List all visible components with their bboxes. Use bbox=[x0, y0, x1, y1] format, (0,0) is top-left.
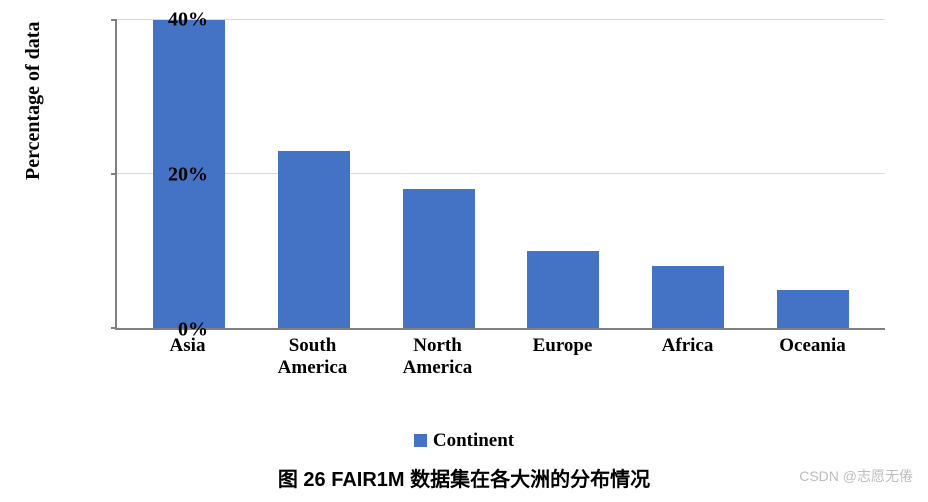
x-tick-label: Asia bbox=[138, 335, 238, 379]
x-tick-label: Africa bbox=[638, 335, 738, 379]
bar-slot bbox=[638, 20, 738, 328]
y-tick-label: 20% bbox=[168, 164, 208, 187]
chart-container: Percentage of data 40% 20% 0% Asia South… bbox=[30, 10, 900, 410]
x-tick-label: NorthAmerica bbox=[388, 335, 488, 379]
legend-swatch bbox=[414, 434, 427, 447]
bar-south-america bbox=[278, 151, 350, 328]
watermark: CSDN @志愿无倦 bbox=[799, 466, 913, 486]
figure-caption: 图 26 FAIR1M 数据集在各大洲的分布情况 bbox=[0, 463, 928, 492]
bars-group bbox=[117, 20, 885, 328]
legend: Continent bbox=[0, 430, 928, 452]
y-axis-label: Percentage of data bbox=[22, 22, 45, 180]
x-tick-label: Oceania bbox=[763, 335, 863, 379]
bar-europe bbox=[527, 251, 599, 328]
bar-oceania bbox=[777, 290, 849, 329]
x-tick-label: SouthAmerica bbox=[263, 335, 363, 379]
y-tick-label: 40% bbox=[168, 9, 208, 32]
legend-label: Continent bbox=[433, 430, 514, 451]
bar-slot bbox=[264, 20, 364, 328]
plot-area bbox=[115, 20, 885, 330]
bar-north-america bbox=[403, 189, 475, 328]
bar-slot bbox=[513, 20, 613, 328]
x-tick-labels: Asia SouthAmerica NorthAmerica Europe Af… bbox=[115, 335, 885, 379]
x-tick-label: Europe bbox=[513, 335, 613, 379]
bar-slot bbox=[389, 20, 489, 328]
bar-africa bbox=[652, 266, 724, 328]
bar-slot bbox=[763, 20, 863, 328]
